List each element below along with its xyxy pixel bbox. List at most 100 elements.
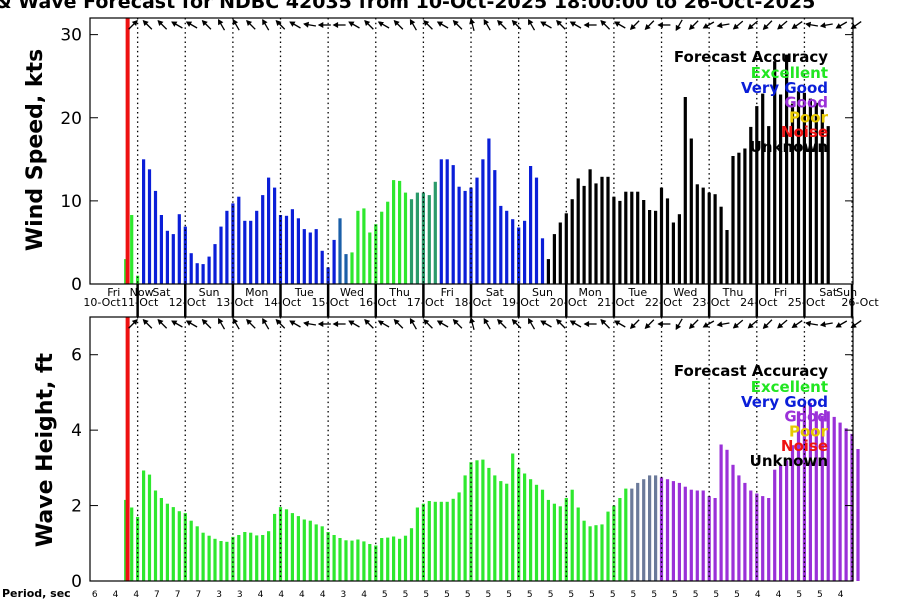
wind-bar — [755, 106, 759, 284]
wind-bar — [249, 220, 253, 284]
date-label: 24-Oct — [740, 296, 778, 309]
period-value: 4 — [320, 590, 326, 600]
wind-direction-arrow-icon — [246, 20, 256, 30]
wave-arrow-head — [452, 319, 459, 326]
wave-bar — [785, 460, 789, 581]
wave-bar — [189, 520, 193, 581]
wind-arrow-head — [332, 22, 339, 28]
wave-direction-arrow-icon — [332, 321, 346, 327]
period-value: 7 — [175, 590, 181, 600]
wave-direction-arrow-icon — [275, 319, 286, 329]
wind-arrow-head — [423, 20, 430, 27]
wind-arrow-head — [317, 22, 324, 28]
wind-direction-arrow-icon — [423, 20, 433, 30]
wave-arrow-head — [364, 319, 371, 326]
wind-bar — [469, 187, 473, 284]
wave-direction-arrow-icon — [819, 321, 833, 328]
wind-bar — [451, 165, 455, 284]
wave-bar — [820, 415, 824, 581]
wind-arrow-head — [732, 23, 739, 30]
day-name-label: Wed — [673, 286, 697, 299]
wind-bar — [386, 201, 390, 284]
period-value: 5 — [444, 590, 450, 600]
wave-arrow-head — [762, 322, 769, 329]
wave-bar — [719, 444, 723, 581]
wave-direction-arrow-icon — [128, 319, 138, 329]
wave-bar — [296, 516, 300, 581]
wave-bar — [421, 503, 425, 581]
wind-bar — [570, 199, 574, 284]
wave-bar — [249, 532, 253, 581]
wind-direction-arrow-icon — [142, 20, 153, 30]
date-label: 15-Oct — [311, 296, 349, 309]
wave-bar — [558, 506, 562, 581]
wind-bar — [201, 264, 205, 284]
wind-bar — [725, 230, 729, 284]
day-name-label: Sun — [532, 286, 553, 299]
wind-bar — [737, 152, 741, 284]
wind-direction-arrow-icon — [540, 21, 552, 29]
wave-bar — [231, 536, 235, 581]
wind-bar — [761, 93, 765, 284]
wave-bar — [273, 513, 277, 581]
wave-legend-item: Good — [784, 408, 828, 426]
wind-direction-arrow-icon — [688, 20, 699, 30]
wave-arrow-head — [262, 317, 268, 325]
wave-bar — [505, 483, 509, 581]
wave-bar — [725, 449, 729, 581]
wind-bar — [487, 138, 491, 284]
wind-arrow-head — [142, 20, 149, 27]
wind-bar — [796, 91, 801, 284]
wind-arrow-head — [819, 22, 826, 29]
wind-direction-arrow-icon — [377, 21, 390, 29]
day-name-label: Tue — [627, 286, 647, 299]
wind-speed-axis-label: Wind Speed, kts — [23, 49, 48, 251]
wind-arrow-head — [185, 21, 193, 27]
date-label: 26-Oct — [841, 296, 879, 309]
wind-bar — [588, 169, 592, 284]
wind-direction-arrow-icon — [185, 21, 198, 29]
wave-bar — [380, 538, 384, 581]
wind-arrow-head — [556, 20, 563, 27]
wave-arrow-head — [657, 321, 663, 327]
wind-day-gridlines — [125, 18, 853, 284]
wind-bar — [749, 126, 753, 285]
wave-bar — [433, 501, 437, 581]
wind-arrow-head — [275, 20, 282, 27]
wind-bar — [606, 176, 610, 284]
period-value: 7 — [196, 590, 202, 600]
wind-arrow-head — [289, 21, 296, 27]
date-label: 16-Oct — [359, 296, 397, 309]
wave-direction-arrow-icon — [762, 319, 773, 329]
wave-direction-arrow-icon — [377, 320, 390, 328]
wind-bar — [225, 210, 229, 284]
period-value: 5 — [610, 590, 616, 600]
wind-direction-arrow-icon — [835, 21, 848, 29]
wave-arrow-head — [469, 317, 476, 324]
wind-arrow-head — [469, 18, 476, 25]
wind-bar — [290, 209, 294, 284]
wave-bar — [308, 520, 312, 581]
wave-arrow-head — [805, 320, 812, 327]
wave-direction-arrows — [128, 317, 862, 331]
wind-direction-arrow-icon — [469, 18, 476, 31]
wind-speed-panel: Wind Speed, kts 0 10 20 30 Forecast Accurac… — [23, 17, 862, 295]
wave-direction-arrow-icon — [702, 320, 715, 328]
wind-bar — [576, 178, 580, 284]
wave-bar — [832, 416, 836, 581]
wave-bar — [213, 538, 217, 581]
wave-bar — [838, 422, 842, 581]
wind-bar — [409, 199, 414, 284]
wind-bar — [713, 194, 717, 284]
wave-direction-arrow-icon — [614, 320, 626, 328]
period-value: 5 — [734, 590, 740, 600]
wave-arrow-head — [850, 322, 857, 329]
wave-direction-arrow-icon — [217, 317, 226, 330]
wind-direction-arrow-icon — [762, 20, 773, 30]
date-label: 21-Oct — [597, 296, 635, 309]
period-value: 5 — [506, 590, 512, 600]
wind-direction-arrow-icon — [157, 20, 168, 30]
wave-bar — [826, 411, 830, 581]
wave-bar — [237, 535, 241, 581]
wind-direction-arrow-icon — [275, 20, 286, 30]
